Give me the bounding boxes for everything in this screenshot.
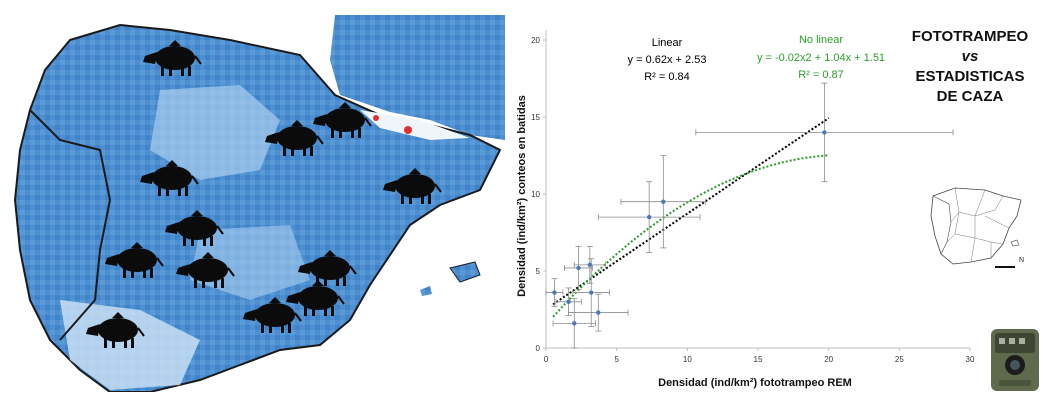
light-patch — [60, 300, 200, 390]
nonlinear-fit-equation: y = -0.02x2 + 1.04x + 1.51 — [757, 52, 885, 64]
pyrenees-light — [360, 110, 470, 140]
light-patch — [150, 85, 280, 180]
data-point — [572, 321, 577, 326]
tick-labels: 0 5 10 15 20 25 30 0 5 10 15 20 — [531, 36, 975, 364]
nonlinear-fit-line — [552, 154, 829, 318]
data-point — [646, 214, 652, 220]
x-tick-label: 20 — [824, 355, 833, 364]
y-tick-label: 15 — [531, 113, 540, 122]
france-region — [330, 15, 505, 140]
y-tick-label: 20 — [531, 36, 540, 45]
svg-text:N: N — [1019, 257, 1024, 264]
nonlinear-fit-label: No linear — [799, 34, 843, 46]
data-point — [576, 265, 581, 271]
data-points — [552, 130, 827, 326]
data-point — [822, 130, 827, 135]
data-point — [589, 290, 594, 295]
data-point — [566, 299, 571, 304]
title-block: FOTOTRAMPEO vs ESTADISTICAS DE CAZA — [905, 27, 1035, 107]
iberia-density-map — [0, 0, 505, 393]
chart-panel: 0 5 10 15 20 25 30 0 5 10 15 20 Linear y = 0.62x + … — [505, 0, 985, 392]
portugal-border — [29, 109, 112, 341]
site-marker — [373, 115, 379, 121]
x-tick-label: 25 — [895, 355, 904, 364]
site-marker — [404, 126, 412, 134]
y-axis-label: Densidad (ind/km²) conteos en batidas — [516, 95, 528, 297]
title-line-4: DE CAZA — [936, 88, 1004, 105]
camera-trap-icon — [991, 329, 1039, 391]
y-tick-label: 0 — [536, 344, 541, 353]
x-axis-label: Densidad (ind/km²) fototrampeo REM — [658, 377, 852, 389]
linear-fit-equation: y = 0.62x + 2.53 — [628, 54, 707, 66]
y-tick-label: 10 — [531, 190, 540, 199]
data-point — [587, 262, 593, 268]
x-tick-label: 10 — [683, 355, 692, 364]
y-tick-label: 5 — [536, 267, 541, 276]
x-tick-label: 5 — [614, 355, 619, 364]
x-tick-label: 30 — [966, 355, 975, 364]
title-line-2: vs — [961, 48, 979, 65]
scatter-chart: 0 5 10 15 20 25 30 0 5 10 15 20 Linear y = 0.62x + … — [516, 30, 975, 389]
inset-map-svg: N — [930, 187, 1024, 268]
fit-lines — [552, 117, 830, 318]
linear-fit-line — [552, 117, 830, 306]
map-svg — [13, 15, 505, 393]
camera-trap-photo — [985, 325, 1043, 392]
data-point — [596, 310, 601, 315]
linear-fit-r2: R² = 0.84 — [644, 71, 690, 83]
data-point — [552, 290, 557, 295]
title-line-1: FOTOTRAMPEO — [911, 28, 1029, 45]
balearic-island — [449, 261, 481, 283]
nonlinear-fit-r2: R² = 0.87 — [798, 69, 844, 81]
x-tick-label: 0 — [544, 355, 549, 364]
data-point — [661, 199, 666, 204]
title-line-3: ESTADISTICAS — [915, 68, 1025, 85]
x-tick-label: 15 — [754, 355, 763, 364]
balearic-island — [420, 286, 432, 296]
light-patch — [190, 225, 310, 300]
linear-fit-label: Linear — [652, 37, 683, 49]
spain-provinces-inset-map: N — [925, 182, 1033, 274]
errorbars — [545, 82, 954, 349]
